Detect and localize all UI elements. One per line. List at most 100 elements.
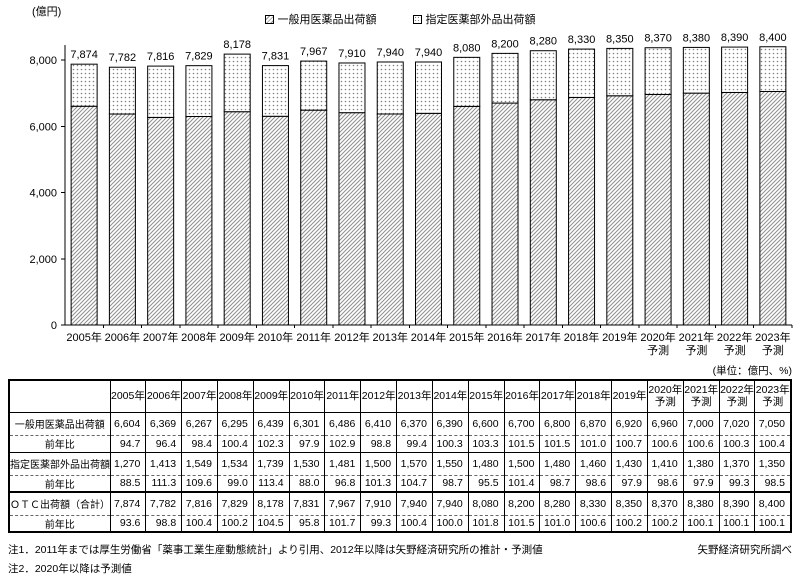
bar-segment-quasi-drug: [529, 50, 557, 101]
x-axis-label: 2014年: [411, 330, 446, 344]
table-cell: 7,829: [216, 491, 254, 515]
table-cell: 97.9: [682, 474, 720, 492]
table-cell: 1,413: [145, 451, 182, 475]
hatch-swatch-icon: [264, 14, 274, 24]
bar-segment-general-drug: [759, 90, 787, 326]
table-cell: 6,301: [288, 411, 325, 435]
table-cell: 98.4: [181, 434, 218, 452]
row-label: 指定医薬部外品出荷額: [8, 451, 110, 475]
footnotes: 注1．2011年までは厚生労働省「薬事工業生産動態統計」より引用、2012年以降…: [8, 542, 543, 580]
table-cell: 100.1: [682, 514, 720, 532]
table-row: ＯＴＣ出荷額（合計） 7,874 7,782 7,816 7,829 8,178 7,831…: [8, 491, 791, 515]
bar-segment-general-drug: [338, 112, 366, 326]
table-cell: 6,604: [109, 411, 146, 435]
table-cell: 8,330: [575, 491, 612, 515]
footnote-1: 注1．2011年までは厚生労働省「薬事工業生産動態統計」より引用、2012年以降…: [8, 544, 543, 556]
year-column-header: 2006年: [145, 380, 182, 413]
x-axis-label: 2012年: [334, 330, 369, 344]
table-cell: 7,967: [324, 491, 361, 515]
bar-segment-general-drug: [185, 115, 213, 326]
bar-total-label: 7,967: [300, 46, 328, 58]
y-axis-tick-label: 4,000: [29, 188, 57, 200]
table-cell: 94.7: [109, 434, 146, 452]
bar-total-label: 8,370: [644, 33, 672, 45]
table-cell: 6,410: [360, 411, 397, 435]
bar-segment-general-drug: [261, 115, 289, 326]
table-cell: 101.4: [503, 474, 540, 492]
table-cell: 7,020: [718, 411, 755, 435]
table-cell: 98.8: [145, 514, 182, 532]
table-cell: 96.8: [324, 474, 361, 492]
table-cell: 7,816: [181, 491, 218, 515]
table-row: 一般用医薬品出荷額 6,604 6,369 6,267 6,295 6,439 6,301 6…: [8, 411, 791, 435]
table-header-row: 2005年 2006年 2007年 2008年 2009年 2010年 2011年 2012年…: [8, 380, 791, 413]
bar-segment-quasi-drug: [147, 65, 175, 118]
bar-total-label: 8,390: [721, 32, 749, 44]
bar-total-label: 7,829: [185, 51, 213, 63]
year-column-header: 2010年: [288, 380, 325, 413]
bar-segment-general-drug: [721, 91, 749, 326]
x-axis-label: 2020年: [640, 330, 675, 344]
year-column-header: 2020年 予測: [646, 380, 684, 413]
table-cell: 8,200: [503, 491, 540, 515]
data-table: 2005年 2006年 2007年 2008年 2009年 2010年 2011年 2012年…: [8, 379, 792, 533]
x-axis-label: 2007年: [143, 330, 178, 344]
bar-total-label: 8,178: [223, 39, 251, 51]
table-cell: 98.7: [539, 474, 576, 492]
table-cell: 6,439: [252, 411, 290, 435]
x-axis-label: 予測: [724, 343, 746, 357]
table-cell: 1,530: [288, 451, 325, 475]
table-cell: 6,920: [611, 411, 648, 435]
table-cell: 101.3: [360, 474, 397, 492]
table-cell: 103.3: [467, 434, 505, 452]
table-unit-note: (単位：億円、%): [712, 365, 792, 377]
table-cell: 1,380: [682, 451, 720, 475]
table-cell: 6,295: [216, 411, 254, 435]
bar-total-label: 8,080: [453, 42, 481, 54]
table-cell: 104.5: [252, 514, 290, 532]
table-cell: 88.5: [109, 474, 146, 492]
table-cell: 99.3: [360, 514, 397, 532]
bar-total-label: 7,910: [338, 48, 366, 60]
table-cell: 101.8: [467, 514, 505, 532]
table-cell: 101.7: [324, 514, 361, 532]
bar-segment-quasi-drug: [300, 60, 328, 111]
bar-total-label: 8,280: [530, 36, 558, 48]
table-cell: 100.2: [611, 514, 648, 532]
table-cell: 8,080: [467, 491, 505, 515]
shipment-chart-area: 0 2,000 4,000 6,000 8,000 7,874 2005年 7,782 2006…: [29, 6, 793, 357]
year-column-header: 2017年: [539, 380, 576, 413]
table-cell: 1,570: [396, 451, 433, 475]
bar-segment-general-drug: [223, 111, 251, 326]
table-cell: 1,270: [109, 451, 146, 475]
x-axis-label: 予測: [685, 343, 707, 357]
table-cell: 100.2: [646, 514, 684, 532]
table-cell: 95.8: [288, 514, 325, 532]
bar-segment-general-drug: [606, 95, 634, 326]
table-cell: 100.3: [431, 434, 469, 452]
table-cell: 7,050: [754, 411, 791, 435]
table-cell: 6,960: [646, 411, 684, 435]
year-column-header: 2018年: [575, 380, 612, 413]
legend-item: 一般用医薬品出荷額: [264, 11, 377, 27]
table-cell: 97.9: [611, 474, 648, 492]
table-cell: 7,910: [360, 491, 397, 515]
x-axis-label: 予測: [647, 343, 669, 357]
table-cell: 88.0: [288, 474, 325, 492]
bar-segment-quasi-drug: [70, 63, 98, 107]
table-cell: 1,480: [467, 451, 505, 475]
table-cell: 7,940: [396, 491, 433, 515]
table-cell: 6,700: [503, 411, 540, 435]
bar-segment-quasi-drug: [682, 46, 710, 94]
bar-segment-quasi-drug: [415, 61, 442, 114]
y-axis-tick-label: 8,000: [29, 55, 57, 67]
footer: 注1．2011年までは厚生労働省「薬事工業生産動態統計」より引用、2012年以降…: [0, 542, 800, 580]
bar-total-label: 8,380: [683, 32, 711, 44]
table-cell: 113.4: [252, 474, 290, 492]
bar-segment-quasi-drug: [453, 56, 481, 107]
table-cell: 1,430: [611, 451, 648, 475]
table-cell: 100.2: [216, 514, 254, 532]
table-cell: 98.6: [646, 474, 684, 492]
year-column-header: 2008年: [216, 380, 254, 413]
year-column-header: 2013年: [396, 380, 433, 413]
